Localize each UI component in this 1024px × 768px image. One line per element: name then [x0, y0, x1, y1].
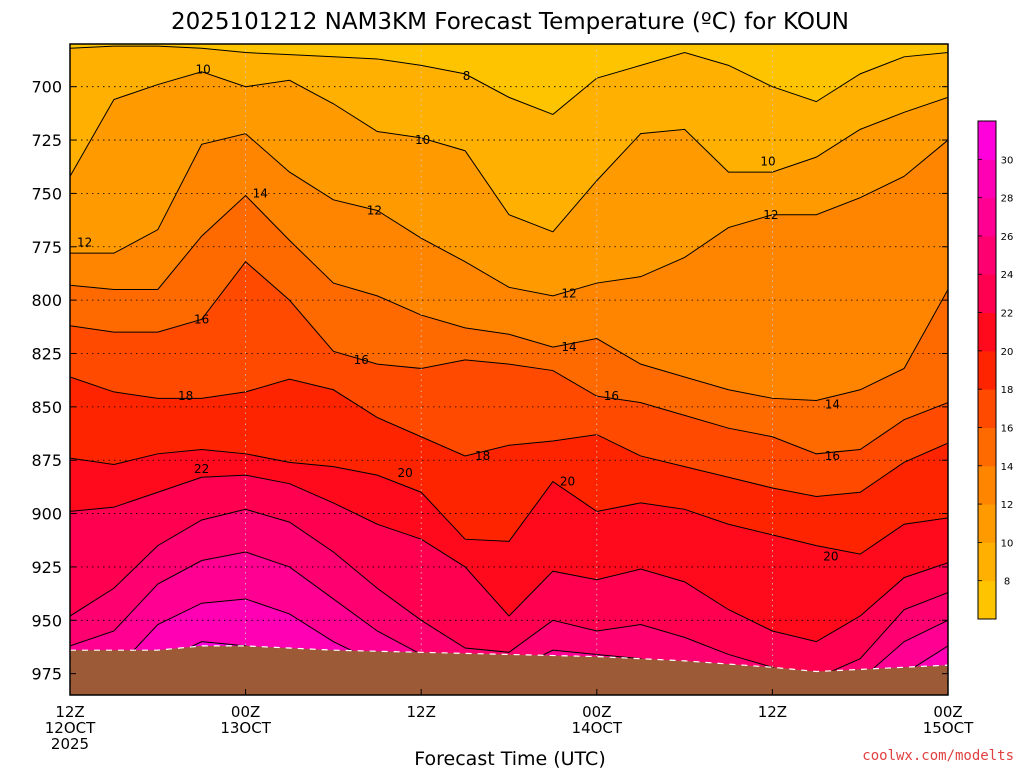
- isotherm-8: [70, 45, 948, 116]
- colorbar-label: 14: [1001, 462, 1014, 473]
- temperature-fills: [70, 44, 948, 695]
- contour-label: 16: [825, 449, 840, 463]
- colorbar-label: 10: [1001, 538, 1014, 549]
- isotherm-22: [70, 474, 948, 643]
- contour-label: 20: [397, 466, 412, 480]
- y-tick-label: 800: [31, 291, 62, 310]
- y-tick-label: 925: [31, 558, 62, 577]
- y-tick-label: 900: [31, 505, 62, 524]
- x-axis-label: Forecast Time (UTC): [414, 748, 605, 768]
- colorbar-label: 24: [1001, 270, 1014, 281]
- y-tick-label: 725: [31, 131, 62, 150]
- contour-label: 10: [196, 63, 211, 77]
- y-tick-label: 750: [31, 184, 62, 203]
- isotherm-14: [70, 194, 948, 401]
- y-tick-label: 950: [31, 611, 62, 630]
- colorbar-label: 20: [1001, 347, 1014, 358]
- contour-label: 18: [475, 449, 490, 463]
- contour-label: 20: [823, 549, 838, 563]
- x-tick-label: 00Z: [231, 703, 260, 721]
- plot-area: [70, 44, 948, 695]
- colorbar-label: 22: [1001, 309, 1014, 320]
- colorbar-label: 16: [1001, 423, 1014, 434]
- y-tick-label: 775: [31, 238, 62, 257]
- y-tick-label: 700: [31, 78, 62, 97]
- y-tick-label: 825: [31, 344, 62, 363]
- colorbar-swatch: [978, 235, 996, 275]
- colorbar-swatch: [978, 427, 996, 467]
- contour-label: 12: [367, 203, 382, 217]
- terrain: [70, 645, 948, 695]
- x-tick-label: 12Z: [758, 703, 787, 721]
- colorbar-label: 28: [1001, 194, 1014, 205]
- contour-label: 16: [354, 353, 369, 367]
- isotherm-20: [70, 449, 948, 555]
- x-tick-label: 12Z: [407, 703, 436, 721]
- colorbar-swatch: [978, 542, 996, 582]
- x-tick-label: 13OCT: [220, 719, 271, 737]
- x-tick-label: 12OCT: [45, 719, 96, 737]
- colorbar-label: 30: [1001, 155, 1014, 166]
- isotherm-28: [70, 598, 948, 695]
- colorbar-swatch: [978, 389, 996, 428]
- y-axis: 700 725 750 775 800 825 850 875 900 925 950 975: [31, 78, 948, 684]
- contour-label: 20: [560, 475, 575, 489]
- contour-label: 14: [561, 340, 576, 354]
- terrain-layer: [70, 645, 948, 695]
- contour-label: 8: [463, 69, 471, 83]
- contour-label: 10: [760, 154, 775, 168]
- isotherm-18: [70, 376, 948, 498]
- x-tick-label: 2025: [51, 735, 89, 753]
- x-tick-label: 15OCT: [923, 719, 974, 737]
- colorbar-swatch: [978, 465, 996, 505]
- colorbar-label: 12: [1001, 500, 1014, 511]
- colorbar-label: 26: [1001, 232, 1014, 243]
- contour-label: 16: [194, 312, 209, 326]
- x-tick-label: 00Z: [933, 703, 962, 721]
- x-tick-label: 00Z: [582, 703, 611, 721]
- credit-text[interactable]: coolwx.com/modelts: [862, 748, 1014, 764]
- contour-label: 18: [178, 389, 193, 403]
- colorbar-swatch: [978, 312, 996, 352]
- contour-label: 14: [253, 186, 268, 200]
- isotherm-30: [70, 641, 948, 695]
- contour-label: 16: [604, 389, 619, 403]
- colorbar-swatch: [978, 580, 996, 620]
- contour-label: 14: [825, 398, 840, 412]
- chart-title: 2025101212 NAM3KM Forecast Temperature (…: [171, 9, 849, 35]
- colorbar-swatch: [978, 274, 996, 314]
- colorbar-label: 18: [1001, 385, 1014, 396]
- contour-label: 10: [415, 133, 430, 147]
- contour-labels: 10 8 10 10 14 12 12 12 12 16 14 16 18 16 14 18 16 22 20 20 2…: [77, 63, 840, 564]
- contour-label: 12: [561, 287, 576, 301]
- contour-label: 12: [763, 208, 778, 222]
- y-tick-label: 875: [31, 451, 62, 470]
- colorbar-swatch: [978, 197, 996, 237]
- x-tick-label: 12Z: [55, 703, 84, 721]
- isotherm-12: [70, 133, 948, 297]
- colorbar-swatch: [978, 504, 996, 543]
- y-tick-label: 850: [31, 398, 62, 417]
- colorbar-swatch: [978, 350, 996, 390]
- colorbar-frame: [977, 120, 997, 620]
- isotherm-16: [70, 260, 948, 455]
- y-tick-label: 975: [31, 665, 62, 684]
- x-tick-label: 14OCT: [572, 719, 623, 737]
- contour-label: 22: [194, 462, 209, 476]
- isotherm-10: [70, 71, 948, 233]
- contour-label: 12: [77, 236, 92, 250]
- colorbar-swatch: [978, 121, 996, 160]
- plot-frame: [69, 43, 949, 696]
- colorbar: 8 10 12 14 16 18 20 22 24 26 28 30: [977, 120, 1014, 620]
- colorbar-label: 8: [1004, 577, 1010, 588]
- colorbar-swatch: [978, 159, 996, 199]
